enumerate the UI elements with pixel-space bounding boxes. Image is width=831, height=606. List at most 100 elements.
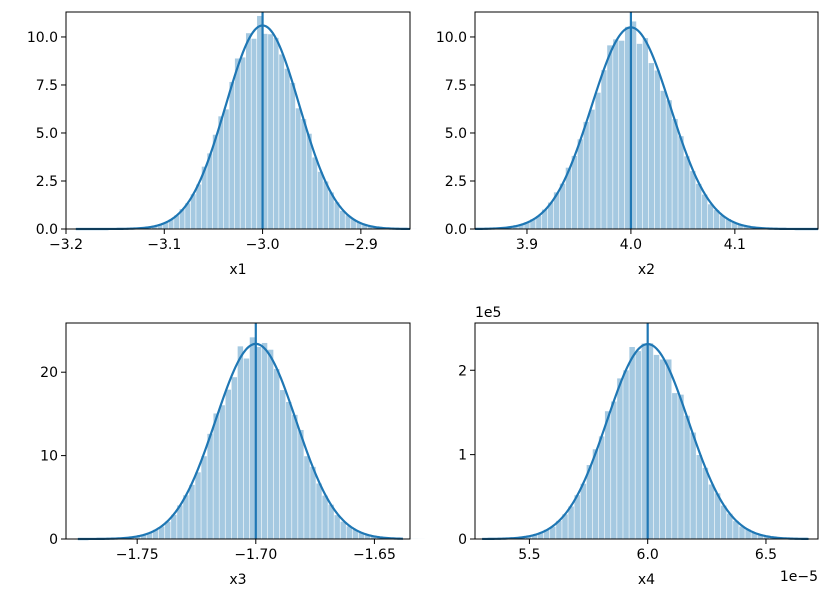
histogram-bar [201, 456, 207, 539]
histogram-bar [196, 184, 202, 229]
histogram-bar [702, 194, 708, 229]
histogram-bar [684, 415, 690, 539]
histogram-bar [358, 532, 365, 539]
histogram-bars-x2 [465, 21, 797, 230]
histogram-bar [158, 526, 165, 539]
histogram-bar [531, 534, 538, 539]
histogram-bar [542, 209, 548, 229]
histogram-bar [598, 436, 605, 539]
histogram-bar [223, 109, 229, 229]
histogram-bar [659, 359, 666, 539]
x-axis-label: x4 [638, 572, 655, 588]
histogram-bar [559, 183, 566, 229]
histogram-bar [323, 181, 329, 229]
histogram-bar [642, 38, 649, 230]
histogram-bar [580, 483, 587, 539]
histogram-bar [207, 433, 213, 539]
histogram-bar [339, 210, 345, 229]
histogram-bar [261, 342, 268, 539]
histogram-bar [328, 504, 334, 539]
subplot-x3: −1.75 −1.70 −1.65 0 10 20 x3 [40, 322, 425, 588]
histogram-bar [362, 224, 368, 229]
histogram-bar [601, 70, 607, 229]
kde-line-x2 [474, 26, 818, 231]
y-tick-label: 10 [40, 449, 58, 465]
histogram-bar [290, 82, 296, 230]
x-tick-label: −1.70 [234, 547, 277, 563]
histogram-bar [635, 351, 641, 539]
histogram-bar [229, 81, 235, 229]
histogram-bar [707, 204, 714, 229]
histogram-bar [292, 414, 298, 539]
x-tick-label: −2.9 [344, 237, 378, 253]
x-tick-label: 5.5 [518, 547, 540, 563]
histogram-bar [213, 413, 219, 539]
histogram-bar [607, 45, 613, 230]
x-tick-label: −1.75 [116, 547, 159, 563]
histogram-bar [185, 203, 191, 229]
histogram-bar [284, 68, 290, 229]
histogram-bar [731, 222, 737, 229]
histogram-bar [212, 134, 218, 229]
histogram-bar [630, 21, 637, 230]
axes-frame-x3 [65, 322, 411, 540]
histogram-bar [279, 54, 285, 229]
y-tick-label: 5.0 [445, 126, 467, 142]
histogram-bar [678, 394, 684, 539]
histogram-bar [518, 224, 524, 229]
x-tick-label: 4.1 [724, 237, 746, 253]
histogram-bar [562, 514, 568, 539]
histogram-bar [225, 389, 231, 539]
x-axis-label: x3 [229, 572, 246, 588]
histogram-bar [536, 215, 542, 229]
histogram-bars-x1 [107, 15, 417, 230]
y-tick-label: 10.0 [27, 30, 58, 46]
histogram-bar [189, 484, 195, 539]
histogram-bar [739, 526, 745, 539]
histogram-bar [619, 40, 625, 229]
histogram-bar [328, 192, 334, 229]
histogram-bars-x4 [476, 343, 818, 539]
histogram-bar [317, 171, 323, 229]
y-tick-label: 0 [458, 532, 467, 548]
histogram-bar [245, 33, 251, 230]
histogram-bar [316, 483, 322, 539]
histogram-bar [340, 521, 346, 539]
x-tick-label: 3.9 [516, 237, 538, 253]
histogram-bar [574, 495, 580, 539]
histogram-bar [525, 536, 532, 539]
histogram-bar [553, 192, 560, 229]
histogram-bar [312, 157, 318, 229]
histogram-bar [304, 456, 310, 539]
histogram-bar [298, 429, 304, 539]
histogram-bar [713, 210, 720, 229]
histogram-bar [583, 121, 589, 229]
histogram-bar [134, 536, 141, 539]
histogram-bar [648, 63, 655, 229]
histogram-bar [654, 70, 660, 229]
histogram-bar [306, 133, 312, 229]
histogram-bar [641, 343, 648, 539]
histogram-bar [262, 33, 268, 230]
y-tick-label: 20 [40, 365, 58, 381]
histogram-bar [568, 506, 574, 539]
histogram-bar [351, 219, 356, 229]
y-tick-label: 0.0 [36, 222, 58, 238]
histogram-bar [727, 513, 733, 539]
histogram-bar [370, 536, 377, 539]
histogram-bar [725, 219, 732, 229]
histogram-bar [267, 349, 274, 539]
histogram-bars-x3 [86, 337, 425, 539]
axes-frame-x1 [65, 11, 411, 230]
histogram-bar [345, 215, 351, 229]
histogram-bar [665, 359, 672, 539]
y-tick-label: 5.0 [36, 126, 58, 142]
histogram-bar [367, 226, 373, 229]
histogram-bar [163, 222, 168, 229]
subplot-x4: 5.5 6.0 6.5 0 1 2 x4 1e5 1e−5 [458, 305, 819, 588]
histogram-bar [273, 369, 280, 539]
histogram-bar [152, 226, 157, 229]
histogram-bar [219, 405, 225, 539]
histogram-bar [268, 34, 274, 229]
axes-frame-x4 [474, 322, 819, 540]
